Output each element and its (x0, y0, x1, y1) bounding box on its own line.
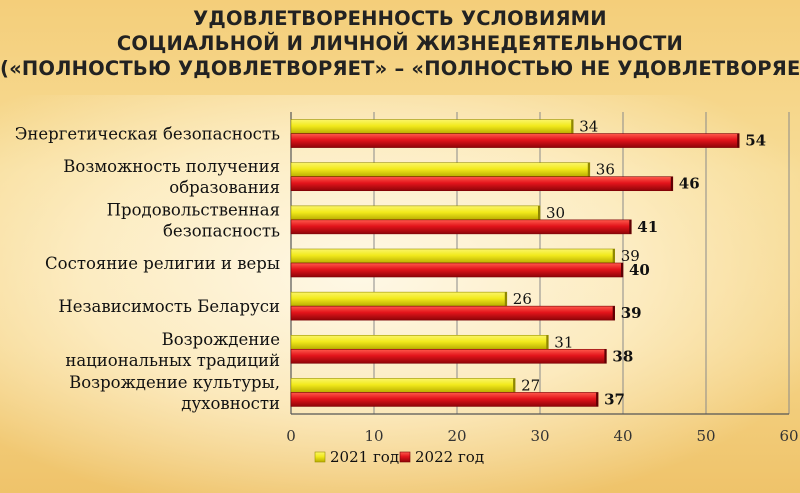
bar-2021 (290, 334, 549, 350)
bar-2022 (290, 392, 599, 407)
value-label: 37 (604, 390, 625, 408)
category-label: национальных традиций (65, 351, 280, 370)
bar-edge (596, 392, 599, 407)
value-label: 39 (621, 247, 640, 265)
bar-edge (670, 176, 673, 191)
value-label: 41 (637, 218, 658, 236)
value-label: 38 (612, 347, 633, 365)
value-label: 34 (579, 118, 598, 136)
value-label: 40 (629, 261, 650, 279)
bar-edge (571, 119, 574, 134)
value-label: 46 (679, 175, 700, 193)
bar-edge (546, 335, 549, 350)
bar-2022 (290, 133, 740, 148)
legend-swatch (399, 451, 411, 463)
value-label: 30 (546, 204, 565, 222)
value-label: 39 (621, 304, 642, 322)
bar-2022 (290, 348, 607, 364)
category-label: Возможность получения (63, 157, 280, 176)
category-label: Возрождение культуры, (69, 373, 280, 392)
value-label: 54 (745, 132, 766, 150)
bar-edge (737, 133, 740, 148)
x-tick-label: 10 (364, 427, 383, 445)
bar-2021 (290, 162, 591, 178)
category-label: безопасность (163, 221, 280, 240)
bar-edge (604, 349, 607, 364)
x-tick-label: 50 (696, 427, 715, 445)
bar-edge (587, 162, 590, 177)
value-label: 36 (596, 161, 615, 179)
category-label: Состояние религии и веры (45, 254, 280, 273)
value-label: 26 (513, 290, 532, 308)
title-line-1: УДОВЛЕТВОРЕННОСТЬ УСЛОВИЯМИ (193, 7, 607, 30)
bars (290, 119, 740, 407)
x-tick-label: 20 (447, 427, 466, 445)
category-label: Энергетическая безопасность (15, 125, 280, 144)
bar-edge (538, 205, 540, 220)
legend-label: 2021 год (330, 448, 399, 466)
bar-2022 (290, 219, 632, 235)
x-tick-label: 0 (286, 427, 296, 445)
value-label: 31 (554, 333, 573, 351)
bar-2021 (290, 291, 508, 307)
bar-2022 (290, 176, 674, 192)
title-line-2: СОЦИАЛЬНОЙ И ЛИЧНОЙ ЖИЗНЕДЕЯТЕЛЬНОСТИ (116, 32, 684, 55)
bar-2021 (290, 248, 616, 264)
category-label: образования (169, 178, 280, 197)
category-label: Возрождение (162, 330, 280, 349)
category-label: Продовольственная (107, 200, 280, 219)
legend-swatch (314, 451, 326, 463)
bar-2021 (290, 378, 516, 393)
x-tick-label: 30 (530, 427, 549, 445)
bar-2021 (290, 119, 574, 134)
bar-edge (504, 292, 507, 307)
legend-label: 2022 год (415, 448, 484, 466)
x-tick-label: 60 (779, 427, 798, 445)
value-label: 27 (521, 376, 540, 394)
bar-edge (612, 249, 615, 263)
bar-edge (629, 219, 632, 234)
bar-edge (621, 263, 623, 277)
bar-2021 (290, 205, 541, 221)
bar-2022 (290, 305, 616, 321)
category-label: Независимость Беларуси (58, 297, 280, 316)
category-label: духовности (181, 394, 280, 413)
title-line-3: («ПОЛНОСТЬЮ УДОВЛЕТВОРЯЕТ» – «ПОЛНОСТЬЮ … (0, 57, 800, 80)
chart-title: УДОВЛЕТВОРЕННОСТЬ УСЛОВИЯМИ СОЦИАЛЬНОЙ И… (0, 6, 800, 81)
labels: 0 10 20 30 40 50 60 Энергетическая безопасность… (15, 118, 799, 445)
legend: 2021 год 2022 год (314, 448, 484, 466)
grid (290, 112, 790, 415)
bar-edge (513, 378, 516, 393)
bar-2022 (290, 262, 624, 278)
x-tick-label: 40 (613, 427, 632, 445)
bar-edge (612, 306, 615, 321)
